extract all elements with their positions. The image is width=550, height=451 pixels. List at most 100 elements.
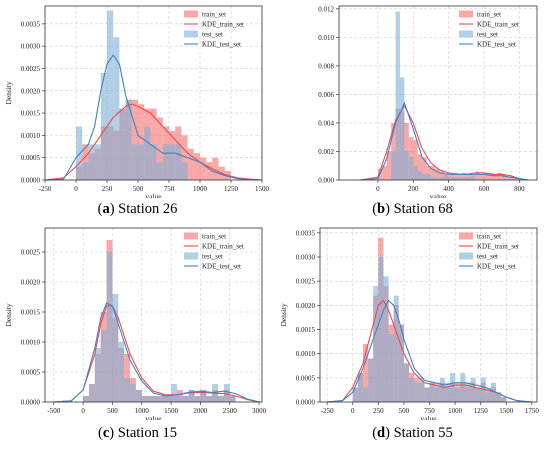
test-bar xyxy=(383,276,389,402)
y-tick-label: 0.0000 xyxy=(21,399,41,407)
test-bar xyxy=(162,144,169,180)
axes-frame xyxy=(44,227,263,403)
test-bar xyxy=(141,396,148,402)
test-bar xyxy=(156,162,163,180)
x-tick-label: 1000 xyxy=(193,185,208,193)
y-tick-label: 0.006 xyxy=(318,91,334,99)
x-tick-label: 1750 xyxy=(525,407,540,415)
x-tick-label: 1000 xyxy=(135,407,150,415)
x-tick-label: 2500 xyxy=(223,407,238,415)
test-bar xyxy=(422,174,427,180)
train-bar xyxy=(413,140,418,180)
x-tick-label: 0 xyxy=(376,185,380,193)
test-bar xyxy=(194,396,201,402)
x-tick-label: 0 xyxy=(81,407,85,415)
x-tick-label: 250 xyxy=(373,407,384,415)
y-tick-label: 0.0035 xyxy=(296,229,316,237)
legend-swatch xyxy=(459,30,473,38)
test-bar xyxy=(165,396,172,402)
train-bar xyxy=(430,165,436,180)
legend-label: KDE_train_set xyxy=(477,21,519,29)
test-bar xyxy=(470,175,476,180)
y-tick-label: 0.0005 xyxy=(296,374,316,382)
legend-label: KDE_test_set xyxy=(477,41,516,49)
test-bar xyxy=(76,126,83,180)
train-bar xyxy=(492,174,498,180)
legend-label: train_set xyxy=(202,11,226,19)
legend-label: KDE_test_set xyxy=(202,263,241,271)
train-bar xyxy=(362,344,369,402)
test-bar xyxy=(429,382,435,402)
y-tick-label: 0.0010 xyxy=(296,350,316,358)
caption-letter: d xyxy=(377,425,386,441)
legend-label: test_set xyxy=(202,253,223,261)
y-tick-label: 0.000 xyxy=(318,177,334,185)
x-tick-label: 500 xyxy=(399,407,410,415)
y-tick-label: 0.0030 xyxy=(296,254,316,262)
test-bar xyxy=(461,177,467,180)
test-bar xyxy=(181,162,188,180)
kde-test-line xyxy=(44,54,263,181)
test-bar xyxy=(100,72,107,180)
y-tick-label: 0.0010 xyxy=(21,132,41,140)
test-bar xyxy=(150,144,157,180)
train-bar xyxy=(510,177,515,180)
test-bar xyxy=(200,390,207,402)
y-tick-label: 0.0020 xyxy=(296,302,316,310)
test-bar xyxy=(368,358,374,402)
test-bar xyxy=(449,373,456,402)
train-bar xyxy=(479,174,484,180)
train-bar xyxy=(206,162,213,180)
x-tick-label: 1500 xyxy=(499,407,514,415)
y-tick-label: 0.004 xyxy=(318,119,334,127)
legend-label: train_set xyxy=(477,233,501,241)
y-tick-label: 0.0035 xyxy=(21,20,41,28)
test-bar xyxy=(460,373,466,402)
x-tick-label: 1250 xyxy=(474,407,489,415)
test-bar xyxy=(169,144,176,180)
legend-label: test_set xyxy=(202,31,223,39)
train-bar xyxy=(131,99,138,180)
test-bar xyxy=(398,324,404,402)
chart-station-55: 0.0000 0.0005 0.0010 0.0015 0.0020 0.0025 0.00… xyxy=(279,227,540,420)
test-bar xyxy=(188,390,195,402)
train-bar xyxy=(514,178,520,180)
y-tick-label: 0.0030 xyxy=(21,43,41,51)
test-bar xyxy=(475,387,481,402)
caption-b: (b) Station 68 xyxy=(372,201,453,217)
caption-letter: a xyxy=(102,201,110,217)
test-bar xyxy=(94,144,101,180)
test-bar xyxy=(455,382,461,402)
train-bar xyxy=(475,171,480,180)
chart-station-15: 0.0000 0.0005 0.0010 0.0015 0.0020 0.0025 -500… xyxy=(4,227,267,420)
test-bar xyxy=(125,99,132,180)
test-bar xyxy=(223,384,230,402)
train-bar xyxy=(497,172,502,180)
test-bar xyxy=(138,144,145,180)
x-axis-label: value xyxy=(420,414,437,420)
x-tick-label: -250 xyxy=(39,185,52,193)
x-tick-label: 3000 xyxy=(252,407,267,415)
test-bar xyxy=(485,387,491,402)
train-bar xyxy=(435,168,440,180)
test-bar xyxy=(362,387,369,402)
x-tick-label: 1500 xyxy=(164,407,179,415)
train-bar xyxy=(156,117,163,180)
legend-label: KDE_test_set xyxy=(202,41,241,49)
x-tick-label: 800 xyxy=(514,185,525,193)
test-bar xyxy=(100,330,107,402)
test-bar xyxy=(94,348,101,402)
y-tick-label: 0.012 xyxy=(318,5,334,13)
test-bar xyxy=(501,397,507,402)
chart-station-68: 0.000 0.002 0.004 0.006 0.008 0.010 0.012 0 200 4… xyxy=(318,5,538,198)
axes-frame xyxy=(338,5,538,181)
x-tick-label: -500 xyxy=(47,407,60,415)
test-bar xyxy=(414,382,420,402)
test-bar xyxy=(439,377,445,402)
legend-swatch xyxy=(184,30,198,38)
caption-a: (a) Station 26 xyxy=(97,201,178,217)
x-tick-label: 200 xyxy=(408,185,419,193)
y-tick-label: 0.008 xyxy=(318,62,334,70)
test-bar xyxy=(182,396,189,402)
test-bar xyxy=(83,396,89,402)
